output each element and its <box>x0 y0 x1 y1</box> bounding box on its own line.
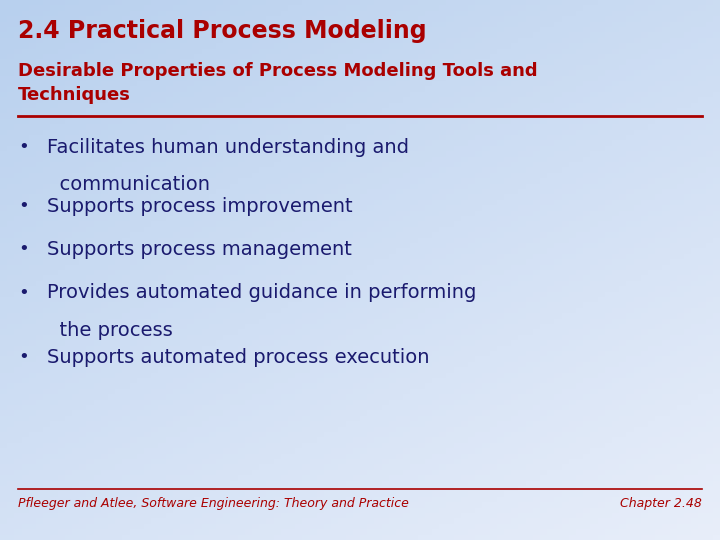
Text: Supports process improvement: Supports process improvement <box>47 197 352 216</box>
Text: the process: the process <box>47 321 173 340</box>
Text: •: • <box>18 197 29 215</box>
Text: •: • <box>18 284 29 301</box>
Text: Supports process management: Supports process management <box>47 240 351 259</box>
Text: Provides automated guidance in performing: Provides automated guidance in performin… <box>47 284 476 302</box>
Text: Chapter 2.48: Chapter 2.48 <box>620 497 702 510</box>
Text: Techniques: Techniques <box>18 86 131 104</box>
Text: 2.4 Practical Process Modeling: 2.4 Practical Process Modeling <box>18 19 427 43</box>
Text: Pfleeger and Atlee, Software Engineering: Theory and Practice: Pfleeger and Atlee, Software Engineering… <box>18 497 409 510</box>
Text: Facilitates human understanding and: Facilitates human understanding and <box>47 138 409 157</box>
Text: Desirable Properties of Process Modeling Tools and: Desirable Properties of Process Modeling… <box>18 62 538 80</box>
Text: communication: communication <box>47 176 210 194</box>
Text: Supports automated process execution: Supports automated process execution <box>47 348 429 367</box>
Text: •: • <box>18 240 29 258</box>
Text: •: • <box>18 348 29 366</box>
Text: •: • <box>18 138 29 156</box>
